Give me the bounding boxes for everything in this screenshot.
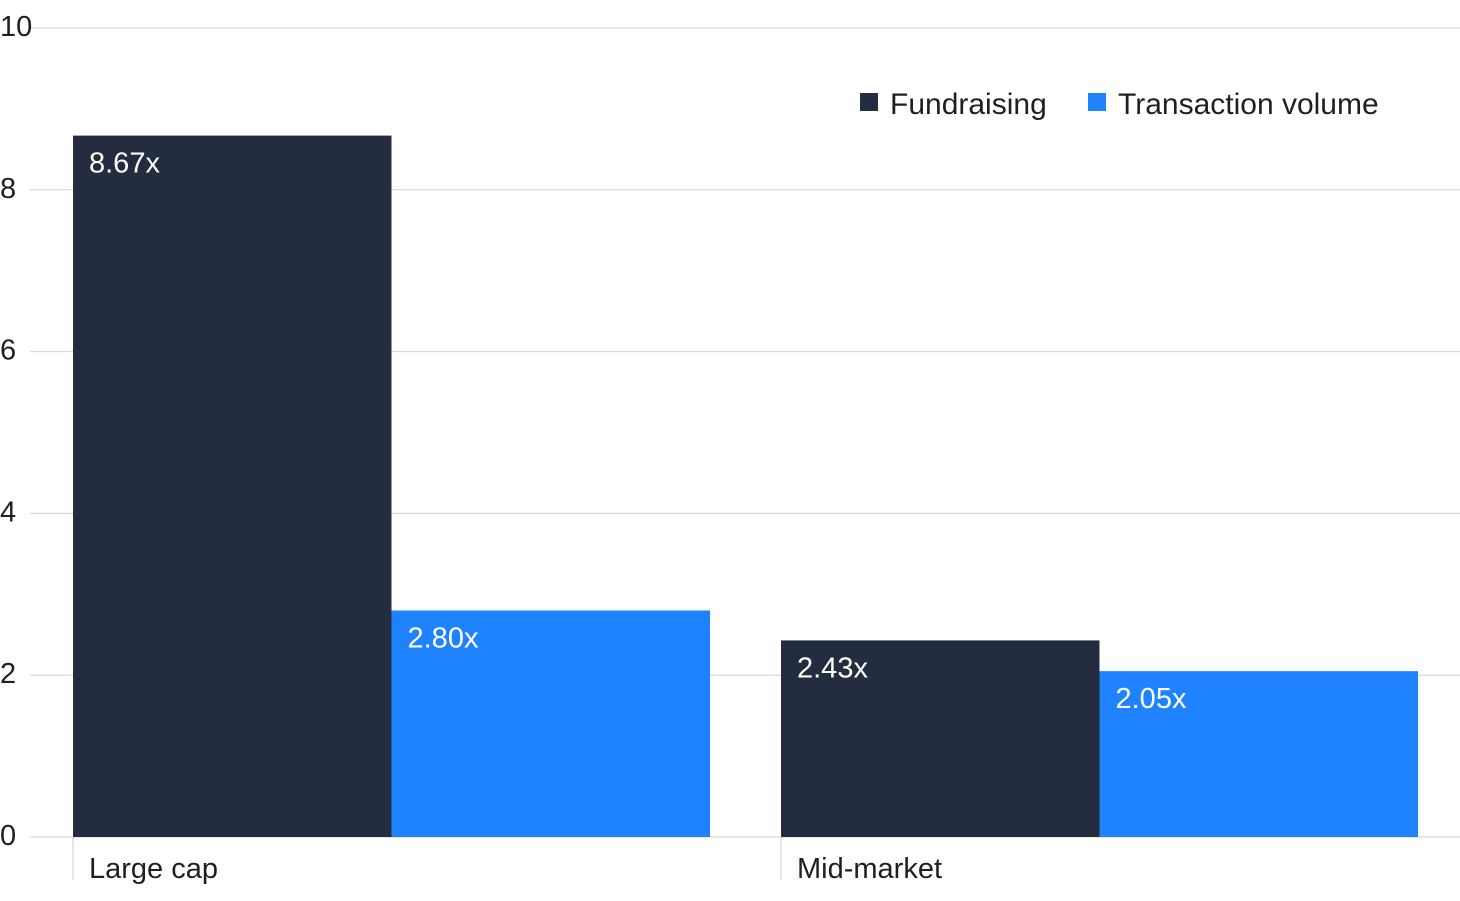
y-tick-label: 2 [0,658,16,690]
category-separators [72,837,782,880]
y-tick-label: 4 [0,496,16,528]
y-tick-label: 0 [0,820,16,852]
bar-value-label: 2.05x [1116,683,1187,715]
bar-value-label: 8.67x [89,148,160,180]
y-tick-label: 8 [0,173,16,205]
legend-swatch [860,93,878,111]
bar-value-label: 2.80x [408,622,479,654]
category-label: Mid-market [797,853,942,885]
legend-swatch [1088,93,1106,111]
bar-fundraising-large-cap [73,135,392,838]
bar-value-label: 2.43x [797,652,868,684]
legend-label: Transaction volume [1118,88,1379,121]
bars [73,135,1418,838]
bar-fundraising-mid-market [781,640,1100,837]
y-axis: 0 2 4 6 8 10 [0,11,32,852]
y-tick-label: 6 [0,335,16,367]
bar-transaction-volume-mid-market [1099,671,1418,837]
legend-label: Fundraising [890,88,1047,121]
bar-labels: 8.67x 2.80x 2.43x 2.05x [89,148,1187,716]
y-tick-label: 10 [0,11,32,43]
category-label: Large cap [89,853,218,885]
legend: Fundraising Transaction volume [860,88,1379,121]
bar-transaction-volume-large-cap [391,610,710,837]
x-axis: Large cap Mid-market [89,853,942,885]
